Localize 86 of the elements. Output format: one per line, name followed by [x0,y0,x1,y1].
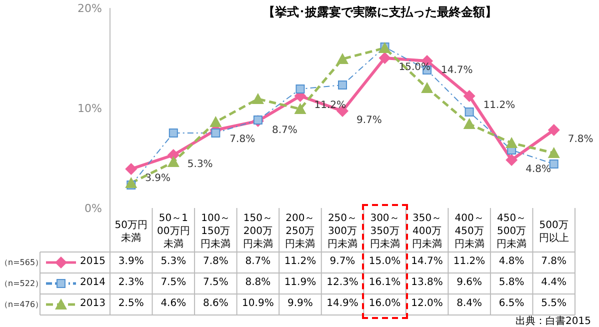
x-tick-label: 200～250万円未満 [284,212,316,252]
data-label: 11.2% [452,256,486,267]
data-label: 8.6% [202,298,230,309]
data-label: 16.0% [368,298,402,309]
data-label: 4.6% [160,298,188,309]
x-tick-label: 400～450万円未満 [453,212,486,252]
point [549,160,558,168]
data-label: 12.0% [410,298,444,309]
data-label: 2.3% [117,277,145,288]
annotation: 11.2% [483,100,516,111]
data-label: 14.7% [410,256,444,267]
point [167,156,180,167]
data-label: 12.3% [326,277,360,288]
annotation: 7.8% [230,134,256,145]
data-label: 11.2% [283,256,318,267]
data-label: 7.5% [160,277,188,288]
data-label: 9.9% [286,298,314,309]
x-tick-label: 500万円以上 [538,218,570,246]
data-label: 6.5% [498,298,526,309]
point [506,137,518,148]
data-label: 11.9% [283,277,318,288]
data-label: 14.9% [326,298,360,309]
point [211,128,220,138]
data-label: 9.7% [328,256,356,267]
point [506,154,518,166]
point [421,82,434,93]
annotation: 4.8% [526,164,551,175]
x-tick-label: 50万円未満 [114,218,148,246]
point [210,116,222,127]
point [168,128,178,138]
point [252,93,264,104]
point [338,80,347,90]
data-label: 7.5% [202,277,230,288]
x-tick-label: 350～400万円未満 [411,212,444,252]
data-label: 5.8% [498,277,526,288]
data-label: 4.4% [540,277,568,288]
data-label: 15.0% [368,256,402,267]
point [125,163,138,175]
data-label: 4.8% [498,256,526,267]
text: （n=565） [0,257,44,268]
annotation: 9.7% [356,115,382,126]
data-label: 2.5% [117,298,145,309]
data-label: 5.5% [540,298,568,309]
point [336,53,348,64]
data-label: 7.8% [202,256,230,267]
point [464,108,474,116]
point [296,84,305,94]
point [125,177,138,188]
data-label: 3.9% [117,256,145,267]
x-tick-label: 50～100万円未満 [156,212,191,252]
annotation: 8.7% [272,125,298,136]
annotation: 14.7% [441,65,473,76]
y-tick-label: 20% [78,2,102,15]
point [548,147,560,158]
y-tick-label: 0% [84,202,102,215]
data-label: 7.8% [540,256,568,267]
x-tick-label: 150～200万円未満 [242,212,274,252]
point [463,90,476,102]
data-label: 8.8% [244,277,272,288]
x-tick-label: 100～150万円未満 [200,212,232,252]
text: （n=476） [0,299,44,310]
point [378,52,391,64]
data-label: 10.9% [241,298,275,309]
x-tick-label: 250～300万円未満 [326,212,358,252]
point [294,103,306,114]
legend-label: 2015 [80,256,106,267]
chart-title: 【挙式･披露宴で実際に支払った最終金額】 [262,4,498,21]
data-label: 8.7% [244,256,272,267]
annotation: 3.9% [145,173,171,184]
annotation: 7.8% [568,134,594,145]
source-note: 出典：白書2015 [516,314,591,327]
annotation: 5.3% [187,159,213,170]
point [253,116,262,124]
data-label: 9.6% [456,277,483,288]
point [548,124,560,136]
point [463,118,476,129]
data-label: 5.3% [160,256,188,267]
y-tick-label: 10% [78,102,102,115]
x-tick-label: 300～350万円未満 [368,212,401,252]
x-tick-label: 450～500万円未満 [496,212,528,252]
legend-label: 2014 [80,277,106,288]
text: （n=522） [0,278,44,289]
data-label: 16.1% [368,277,402,288]
data-label: 8.4% [456,298,483,309]
data-label: 13.8% [410,277,444,288]
legend-label: 2013 [80,298,106,309]
